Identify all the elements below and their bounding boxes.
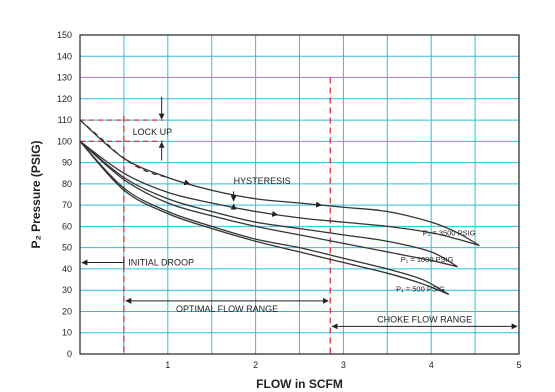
series-2-upper-curve <box>79 140 458 268</box>
x-tick-label: 5 <box>516 360 521 370</box>
x-tick-label: 4 <box>429 360 434 370</box>
curves <box>79 119 480 296</box>
series-label: P₁ = 1000 PSIG <box>401 255 454 264</box>
y-tick-label: 30 <box>62 285 72 295</box>
x-tick-label: 2 <box>253 360 258 370</box>
lockup-dashed-curve <box>79 119 168 179</box>
y-tick-label: 50 <box>62 243 72 253</box>
x-tick-label: 3 <box>341 360 346 370</box>
series-3-lower-curve <box>79 140 450 296</box>
tick-labels: 0 10 20 30 40 50 60 70 80 90 100 110 120 130 140 150 1 2 3… <box>57 30 522 370</box>
plot-frame <box>79 34 520 355</box>
y-tick-label: 60 <box>62 221 72 231</box>
y-tick-label: 150 <box>57 30 72 40</box>
y-tick-label: 20 <box>62 306 72 316</box>
y-tick-label: 140 <box>57 51 72 61</box>
y-tick-label: 80 <box>62 179 72 189</box>
y-tick-label: 70 <box>62 200 72 210</box>
x-axis-title: FLOW in SCFM <box>256 377 343 391</box>
hysteresis-label: HYSTERESIS <box>234 176 291 186</box>
series-2-lower-curve <box>79 140 458 268</box>
lock-up-label: LOCK UP <box>133 127 173 137</box>
series-1-upper-curve <box>79 119 480 247</box>
y-tick-label: 130 <box>57 73 72 83</box>
series-1-lower-curve <box>79 140 480 247</box>
y-tick-label: 40 <box>62 264 72 274</box>
red-guides <box>80 77 331 354</box>
series-label: P₁ = 3500 PSIG <box>423 229 476 238</box>
y-tick-label: 0 <box>67 349 72 359</box>
frame-rect <box>79 34 520 355</box>
y-axis-title: P₂ Pressure (PSIG) <box>29 140 43 248</box>
y-tick-label: 90 <box>62 158 72 168</box>
y-tick-label: 110 <box>58 115 72 125</box>
y-tick-label: 100 <box>57 136 72 146</box>
y-tick-label: 120 <box>57 94 72 104</box>
initial-droop-label: INITIAL DROOP <box>128 258 194 268</box>
series-label: P₁ = 500 PSIG <box>396 284 445 293</box>
optimal-flow-range-label: OPTIMAL FLOW RANGE <box>176 304 278 314</box>
grid <box>80 34 519 355</box>
x-tick-label: 1 <box>165 360 170 370</box>
choke-flow-range-label: CHOKE FLOW RANGE <box>377 314 472 324</box>
series-3-upper-curve <box>79 140 450 296</box>
y-tick-label: 10 <box>62 328 72 338</box>
annotations: P₁ = 3500 PSIG P₁ = 1000 PSIG P₁ = 500 PSI… <box>81 96 518 330</box>
